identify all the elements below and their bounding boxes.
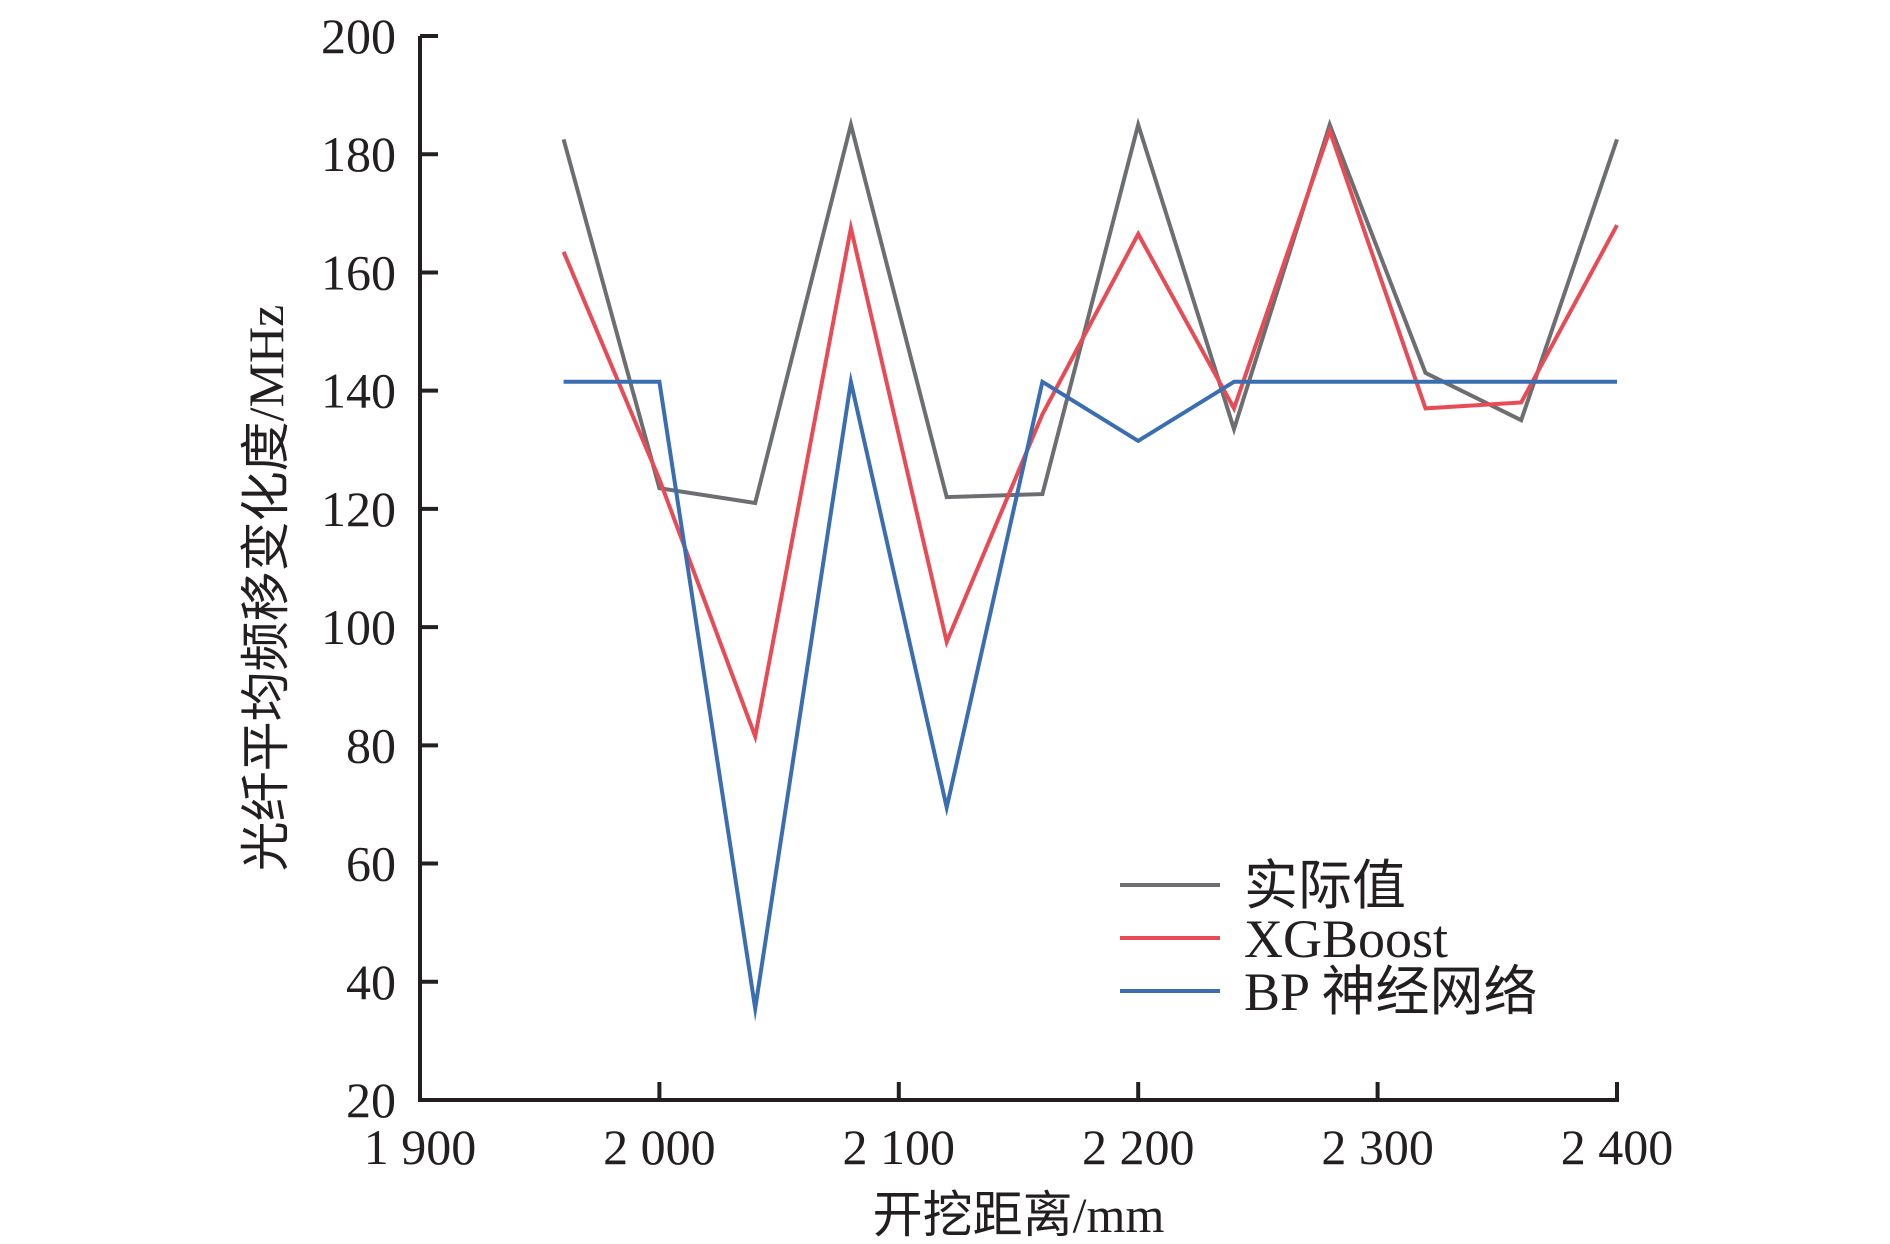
x-tick-label: 1 900 [364,1119,477,1175]
x-axis-title: 开挖距离/mm [873,1187,1165,1243]
x-tick-label: 2 100 [843,1119,956,1175]
series-line [563,371,1617,1022]
y-tick-label: 40 [346,954,396,1010]
y-tick-label: 120 [321,481,396,537]
legend-label: BP 神经网络 [1244,962,1538,1022]
y-axis-ticks: 20 40 60 80 100 120 140 160 180 200 [321,8,438,1128]
x-tick-label: 2 300 [1321,1119,1434,1175]
series-layer [561,116,1619,1022]
x-axis-ticks: 1 900 2 000 2 100 2 200 2 300 2 400 [364,1082,1674,1175]
series-line [561,116,1619,506]
legend-label: 实际值 [1244,856,1406,916]
x-tick-label: 2 400 [1561,1119,1674,1175]
y-tick-label: 20 [346,1072,396,1128]
series-line [561,124,1619,744]
y-tick-label: 100 [321,599,396,655]
y-axis-title: 光纤平均频移变化度/MHz [238,305,294,872]
x-tick-label: 2 000 [603,1119,716,1175]
y-tick-label: 200 [321,8,396,64]
x-tick-label: 2 200 [1082,1119,1195,1175]
y-tick-label: 140 [321,363,396,419]
y-tick-label: 160 [321,244,396,300]
y-tick-label: 180 [321,126,396,182]
y-tick-label: 80 [346,717,396,773]
legend-label: XGBoost [1244,909,1448,969]
y-tick-label: 60 [346,836,396,892]
axes [418,36,1619,1102]
